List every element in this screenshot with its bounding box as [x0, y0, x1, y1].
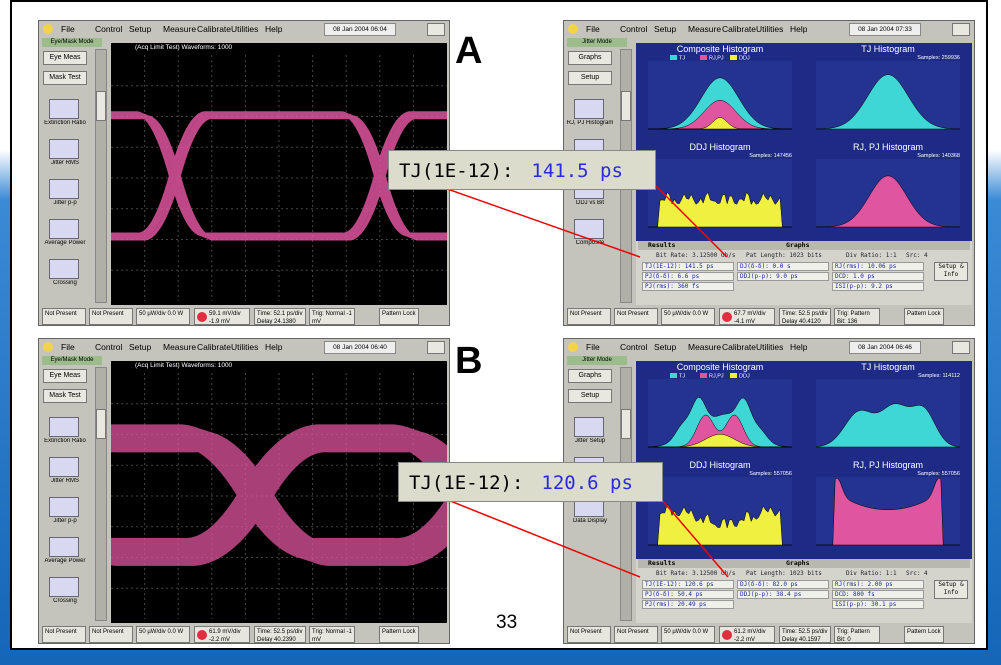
callout-line: [655, 185, 727, 257]
callout-line: [662, 500, 728, 577]
slide: (() => { const data = JSON.parse(documen…: [0, 0, 1001, 665]
callout-value: 120.6 ps: [541, 472, 633, 494]
callout-value: 141.5 ps: [531, 160, 623, 182]
page-number: 33: [496, 612, 517, 634]
tj-callout: TJ(1E-12): 141.5 ps: [388, 150, 656, 190]
callout-label: TJ(1E-12):: [409, 472, 523, 494]
callout-lines: [0, 0, 1001, 665]
callout-label: TJ(1E-12):: [399, 160, 513, 182]
tj-callout: TJ(1E-12): 120.6 ps: [398, 462, 663, 502]
